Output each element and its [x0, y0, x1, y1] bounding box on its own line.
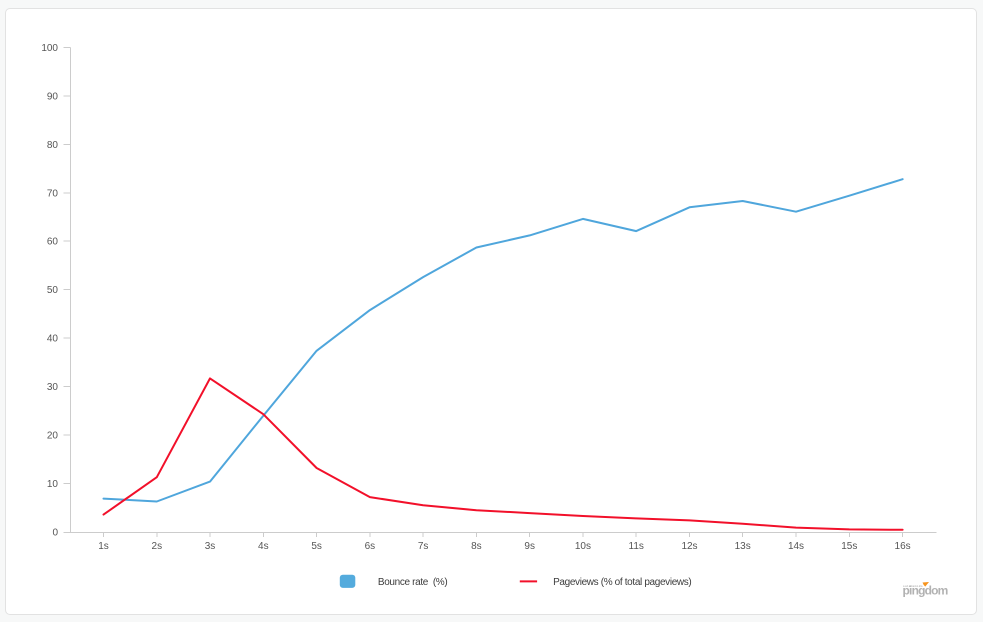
svg-text:1s: 1s: [98, 541, 109, 552]
svg-text:10: 10: [47, 479, 59, 490]
svg-text:80: 80: [47, 140, 59, 151]
svg-text:10s: 10s: [575, 541, 591, 552]
svg-text:2s: 2s: [152, 541, 163, 552]
svg-text:40: 40: [47, 334, 59, 345]
svg-text:13s: 13s: [735, 541, 751, 552]
svg-text:30: 30: [47, 382, 59, 393]
svg-text:3s: 3s: [205, 541, 216, 552]
svg-text:14s: 14s: [788, 541, 804, 552]
svg-text:15s: 15s: [841, 541, 857, 552]
svg-text:70: 70: [47, 188, 59, 199]
svg-text:solarwinds: solarwinds: [903, 584, 923, 588]
svg-text:5s: 5s: [311, 541, 322, 552]
svg-text:8s: 8s: [471, 541, 482, 552]
svg-text:7s: 7s: [418, 541, 429, 552]
svg-text:pingdom: pingdom: [903, 584, 948, 598]
svg-text:100: 100: [41, 43, 58, 54]
svg-text:4s: 4s: [258, 541, 269, 552]
svg-text:90: 90: [47, 91, 59, 102]
svg-text:16s: 16s: [895, 541, 911, 552]
svg-text:12s: 12s: [681, 541, 697, 552]
svg-text:Pageviews (% of total pageview: Pageviews (% of total pageviews): [553, 577, 691, 588]
svg-text:6s: 6s: [365, 541, 376, 552]
svg-text:Bounce rate (%): Bounce rate (%): [378, 577, 447, 588]
svg-text:60: 60: [47, 237, 59, 248]
svg-text:0: 0: [52, 528, 58, 539]
svg-text:9s: 9s: [524, 541, 535, 552]
svg-text:50: 50: [47, 285, 59, 296]
svg-text:20: 20: [47, 431, 59, 442]
svg-text:11s: 11s: [629, 541, 644, 552]
